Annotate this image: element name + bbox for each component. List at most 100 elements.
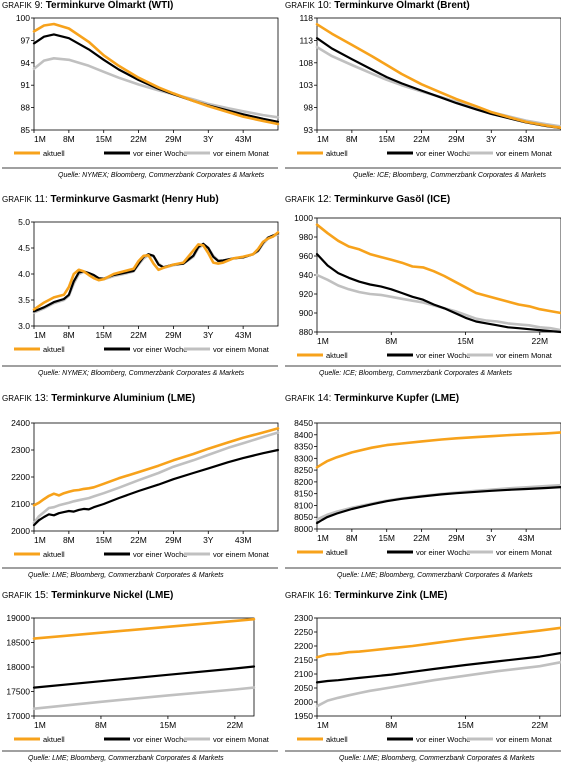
- y-tick-label: 93: [304, 125, 314, 135]
- y-tick-label: 2250: [294, 627, 313, 637]
- series-line-monat: [315, 660, 561, 708]
- chart-svg: 2000 2100 2200 2300 2400 1M 8M 15M 22M 29M 3Y 43M ak…: [2, 418, 280, 569]
- x-tick-label: 22M: [532, 720, 549, 730]
- y-tick-label: 2200: [11, 472, 30, 482]
- chart-title-text: Terminkurve Zink (LME): [334, 590, 448, 601]
- chart-svg: 93 98 103 108 113 118 1M 8M 15M 22M 29M 3Y 43M aktuel…: [285, 13, 561, 169]
- legend-label: aktuell: [43, 149, 65, 158]
- grafik-number: 11:: [34, 194, 51, 205]
- chart-source: Quelle: ICE; Bloomberg, Commerzbank Corp…: [353, 172, 546, 179]
- x-tick-label: 15M: [95, 535, 112, 545]
- chart-title: GRAFIK 13: Terminkurve Aluminium (LME): [2, 393, 195, 404]
- y-tick-label: 2300: [11, 445, 30, 455]
- x-tick-label: 3Y: [486, 134, 497, 144]
- plot-area: [33, 17, 279, 131]
- y-tick-label: 2050: [294, 683, 313, 693]
- y-tick-label: 4.5: [18, 243, 30, 253]
- x-tick-label: 22M: [227, 720, 244, 730]
- legend-label: vor einem Monat: [213, 735, 270, 744]
- x-tick-label: 15M: [457, 720, 474, 730]
- chart-svg: 3.0 3.5 4.0 4.5 5.0 1M 8M 15M 22M 29M 3Y 43M aktuell…: [2, 217, 280, 367]
- series-line-monat: [315, 483, 561, 521]
- x-tick-label: 1M: [34, 330, 46, 340]
- series-line-aktuell: [315, 626, 561, 659]
- y-tick-label: 17000: [6, 711, 30, 721]
- x-tick-label: 15M: [457, 336, 474, 346]
- x-tick-label: 43M: [518, 533, 535, 543]
- x-tick-label: 29M: [165, 134, 182, 144]
- series-line-aktuell: [32, 617, 256, 640]
- legend-label: aktuell: [326, 735, 348, 744]
- grafik-number: 9:: [34, 0, 46, 11]
- x-tick-label: 15M: [95, 134, 112, 144]
- x-tick-label: 8M: [385, 336, 397, 346]
- x-tick-label: 15M: [378, 134, 395, 144]
- x-tick-label: 3Y: [486, 533, 497, 543]
- legend-label: vor einer Woche: [133, 345, 187, 354]
- x-tick-label: 8M: [346, 533, 358, 543]
- chart-title: GRAFIK 14: Terminkurve Kupfer (LME): [285, 393, 459, 404]
- chart-title-text: Terminkurve Ölmarkt (WTI): [45, 0, 174, 11]
- series-line-woche: [315, 252, 561, 334]
- series-line-aktuell: [315, 431, 561, 469]
- legend-label: vor einer Woche: [416, 548, 470, 557]
- y-tick-label: 18500: [6, 638, 30, 648]
- y-tick-label: 108: [299, 58, 313, 68]
- legend-label: aktuell: [326, 351, 348, 360]
- chart-kupfer: GRAFIK 14: Terminkurve Kupfer (LME) 8000 8…: [283, 393, 561, 583]
- y-tick-label: 980: [299, 232, 313, 242]
- x-tick-label: 15M: [95, 330, 112, 340]
- grafik-number: 14:: [317, 393, 335, 404]
- grafik-number: 10:: [317, 0, 335, 11]
- legend-label: vor einem Monat: [213, 149, 270, 158]
- y-tick-label: 8100: [294, 500, 313, 510]
- y-tick-label: 2000: [294, 697, 313, 707]
- grafik-number: 16:: [317, 590, 335, 601]
- y-tick-label: 91: [21, 80, 31, 90]
- x-tick-label: 43M: [235, 535, 252, 545]
- chart-title: GRAFIK 11: Terminkurve Gasmarkt (Henry H…: [2, 194, 219, 205]
- y-tick-label: 97: [21, 35, 31, 45]
- chart-title-text: Terminkurve Gasmarkt (Henry Hub): [50, 194, 219, 205]
- legend-label: vor einem Monat: [213, 345, 270, 354]
- y-tick-label: 8400: [294, 430, 313, 440]
- series-line-aktuell: [315, 22, 561, 130]
- legend-label: vor einer Woche: [416, 735, 470, 744]
- y-tick-label: 3.0: [18, 321, 30, 331]
- chart-title-text: Terminkurve Nickel (LME): [51, 590, 174, 601]
- y-tick-label: 19000: [6, 613, 30, 623]
- y-tick-label: 100: [16, 13, 30, 23]
- legend-label: aktuell: [43, 735, 65, 744]
- x-tick-label: 8M: [63, 330, 75, 340]
- series-line-aktuell: [32, 22, 280, 126]
- grafik-label: GRAFIK: [285, 394, 315, 403]
- y-tick-label: 88: [21, 103, 31, 113]
- chart-source: Quelle: LME; Bloomberg, Commerzbank Corp…: [28, 572, 224, 579]
- chart-nickel: GRAFIK 15: Terminkurve Nickel (LME) 17000…: [0, 590, 280, 780]
- legend-label: vor einer Woche: [133, 149, 187, 158]
- y-tick-label: 98: [304, 103, 314, 113]
- y-tick-label: 4.0: [18, 269, 30, 279]
- x-tick-label: 1M: [317, 533, 329, 543]
- grafik-label: GRAFIK: [2, 394, 32, 403]
- legend-label: vor einer Woche: [133, 735, 187, 744]
- y-tick-label: 8200: [294, 477, 313, 487]
- grafik-number: 13:: [34, 393, 52, 404]
- chart-brent: GRAFIK 10: Terminkurve Ölmarkt (Brent) 93…: [283, 0, 561, 190]
- chart-source: Quelle: NYMEX; Bloomberg, Commerzbank Co…: [58, 172, 265, 179]
- y-tick-label: 960: [299, 251, 313, 261]
- legend-label: vor einer Woche: [416, 149, 470, 158]
- x-tick-label: 1M: [34, 134, 46, 144]
- chart-title: GRAFIK 9: Terminkurve Ölmarkt (WTI): [2, 0, 173, 11]
- y-tick-label: 1950: [294, 711, 313, 721]
- y-tick-label: 2100: [11, 499, 30, 509]
- x-tick-label: 8M: [63, 134, 75, 144]
- y-tick-label: 2100: [294, 669, 313, 679]
- legend-label: vor einem Monat: [213, 550, 270, 559]
- x-tick-label: 8M: [346, 134, 358, 144]
- chart-wti: GRAFIK 9: Terminkurve Ölmarkt (WTI) 85 88 9…: [0, 0, 280, 190]
- series-line-woche: [32, 665, 256, 689]
- y-tick-label: 5.0: [18, 217, 30, 227]
- series-line-woche: [32, 448, 280, 527]
- y-tick-label: 118: [299, 13, 313, 23]
